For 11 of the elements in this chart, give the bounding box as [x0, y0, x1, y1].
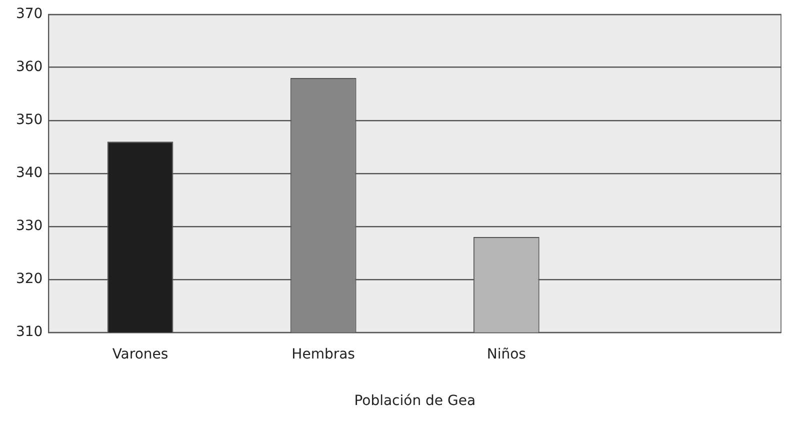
x-tick-label: Hembras — [292, 346, 355, 362]
y-tick-label: 310 — [16, 324, 43, 340]
x-tick-label: Varones — [112, 346, 168, 362]
y-tick-label: 350 — [16, 112, 43, 128]
x-tick-label: Niños — [486, 346, 526, 362]
y-tick-label: 370 — [16, 6, 43, 22]
x-axis-title: Población de Gea — [354, 393, 476, 410]
y-tick-label: 330 — [16, 218, 43, 234]
y-tick-label: 360 — [16, 59, 43, 76]
y-tick-label: 320 — [16, 271, 43, 288]
y-tick-label: 340 — [16, 165, 43, 182]
